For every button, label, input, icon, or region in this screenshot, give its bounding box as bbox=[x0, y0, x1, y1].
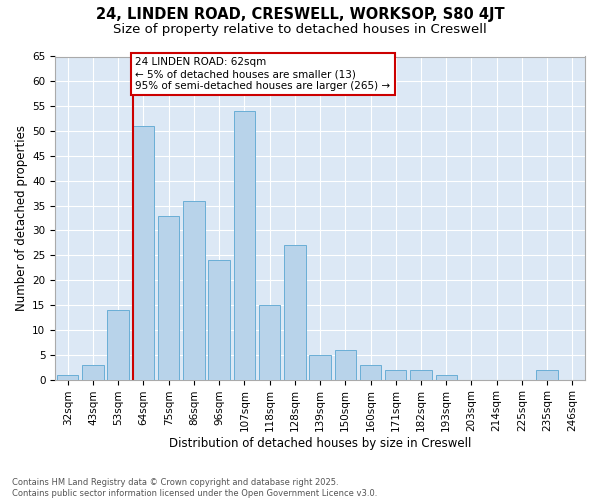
Bar bbox=[385, 370, 406, 380]
Bar bbox=[183, 200, 205, 380]
Bar bbox=[259, 305, 280, 380]
Bar bbox=[57, 374, 79, 380]
Text: Contains HM Land Registry data © Crown copyright and database right 2025.
Contai: Contains HM Land Registry data © Crown c… bbox=[12, 478, 377, 498]
Bar bbox=[208, 260, 230, 380]
Text: 24 LINDEN ROAD: 62sqm
← 5% of detached houses are smaller (13)
95% of semi-detac: 24 LINDEN ROAD: 62sqm ← 5% of detached h… bbox=[135, 58, 391, 90]
Bar bbox=[284, 246, 305, 380]
Bar bbox=[436, 374, 457, 380]
Text: Size of property relative to detached houses in Creswell: Size of property relative to detached ho… bbox=[113, 22, 487, 36]
Bar bbox=[107, 310, 129, 380]
X-axis label: Distribution of detached houses by size in Creswell: Distribution of detached houses by size … bbox=[169, 437, 471, 450]
Bar bbox=[335, 350, 356, 380]
Text: 24, LINDEN ROAD, CRESWELL, WORKSOP, S80 4JT: 24, LINDEN ROAD, CRESWELL, WORKSOP, S80 … bbox=[95, 8, 505, 22]
Bar bbox=[233, 111, 255, 380]
Bar bbox=[133, 126, 154, 380]
Bar bbox=[536, 370, 558, 380]
Bar bbox=[82, 364, 104, 380]
Bar bbox=[158, 216, 179, 380]
Bar bbox=[360, 364, 381, 380]
Bar bbox=[310, 354, 331, 380]
Y-axis label: Number of detached properties: Number of detached properties bbox=[15, 125, 28, 311]
Bar bbox=[410, 370, 432, 380]
